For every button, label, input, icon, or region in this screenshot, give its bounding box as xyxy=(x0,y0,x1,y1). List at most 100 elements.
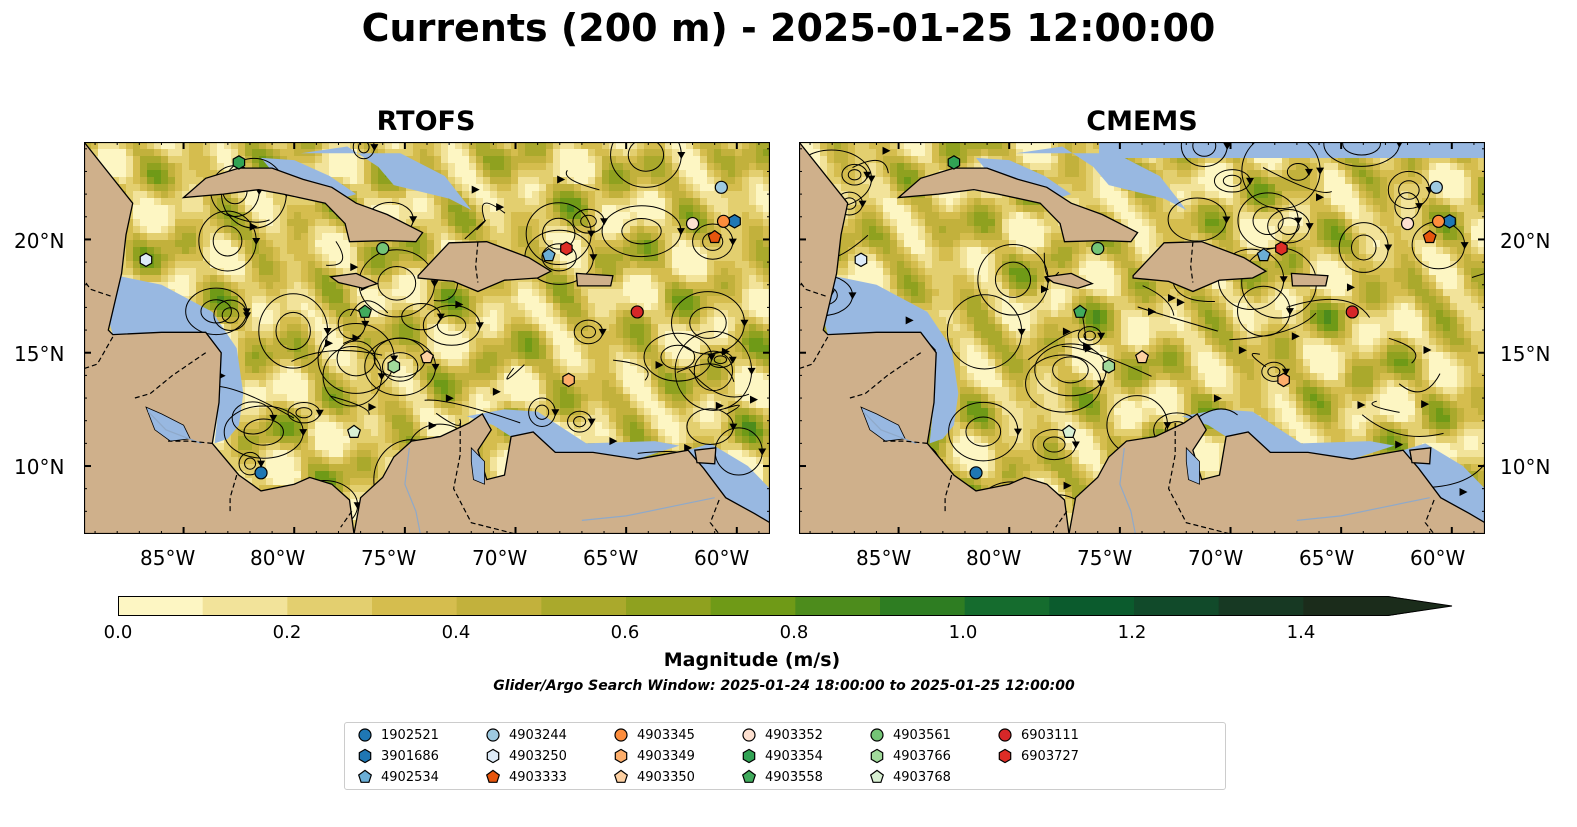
streamline-arrow xyxy=(1071,441,1080,449)
streamline xyxy=(435,412,462,426)
streamline xyxy=(1173,284,1215,303)
streamline-arrow xyxy=(1459,487,1468,496)
float-marker xyxy=(1429,180,1443,194)
streamline xyxy=(226,212,270,223)
lon-label: 65°W xyxy=(1299,546,1355,570)
legend-label: 4903354 xyxy=(765,748,823,764)
legend-marker-shape xyxy=(486,748,500,764)
legend-entry: 4903350 xyxy=(613,767,695,787)
streamline xyxy=(436,314,467,336)
streamline-arrow xyxy=(1346,283,1355,292)
legend-marker xyxy=(357,769,373,783)
streamline xyxy=(221,307,240,324)
streamline-arrow xyxy=(1213,394,1222,403)
streamline xyxy=(580,214,597,228)
streamline xyxy=(1137,306,1218,332)
land xyxy=(84,142,770,534)
streamline-arrow xyxy=(1291,332,1300,341)
streamline xyxy=(1388,337,1417,364)
streamline-arrow xyxy=(1163,422,1172,430)
float-marker xyxy=(685,216,700,231)
streamline-arrow xyxy=(1167,294,1176,303)
shallow-shelf xyxy=(821,273,959,444)
river xyxy=(1119,447,1136,534)
colorbar-tick-label: 1.0 xyxy=(948,622,978,643)
legend-label: 4903561 xyxy=(893,727,951,743)
map-panel-rtofs[interactable] xyxy=(84,142,770,534)
land-mexico xyxy=(799,142,1070,534)
shallow-shelf xyxy=(466,409,680,460)
streamline-arrow xyxy=(609,437,618,446)
colorbar-outline xyxy=(118,596,1453,616)
legend-label: 3901686 xyxy=(381,748,439,764)
streamline-arrow xyxy=(858,200,867,208)
streamline-arrow xyxy=(750,395,759,404)
float-marker xyxy=(854,252,868,268)
colorbar-tick-label: 0.6 xyxy=(610,622,640,643)
legend-entry: 1902521 xyxy=(357,725,439,745)
streamline-arrow xyxy=(1148,307,1157,316)
streamline xyxy=(1398,180,1420,200)
streamline xyxy=(330,395,370,415)
float-marker xyxy=(541,247,556,262)
streamline-arrow xyxy=(496,203,505,212)
streamline-arrow xyxy=(352,334,361,343)
streamline-arrow xyxy=(436,313,445,321)
float-marker xyxy=(1091,241,1105,256)
streamline xyxy=(534,404,550,420)
streamline-arrow xyxy=(1062,327,1071,336)
streamline-arrow xyxy=(557,175,566,184)
streamline-arrow xyxy=(377,373,386,381)
river xyxy=(147,411,202,444)
lat-label: 20°N xyxy=(14,229,65,253)
streamline-arrow xyxy=(758,448,767,456)
legend-marker-shape xyxy=(358,728,372,742)
float-marker xyxy=(419,349,435,364)
streamline-arrow xyxy=(390,355,399,363)
float-marker xyxy=(947,155,961,170)
legend-label: 4903250 xyxy=(509,748,567,764)
streamline-arrow xyxy=(1176,298,1185,307)
legend-label: 4903349 xyxy=(637,748,695,764)
streamline-arrow xyxy=(655,361,664,370)
lon-label: 70°W xyxy=(472,546,528,570)
streamline xyxy=(1028,329,1080,361)
streamline xyxy=(1142,285,1175,316)
streamline xyxy=(1192,142,1217,157)
float-marker xyxy=(1277,372,1290,388)
legend-marker-shape xyxy=(357,769,373,783)
legend-entry: 3901686 xyxy=(357,746,439,766)
streamline xyxy=(627,142,665,172)
streamline xyxy=(541,217,576,250)
map-panel-cmems[interactable] xyxy=(799,142,1485,534)
legend-marker xyxy=(741,769,757,783)
colorbar xyxy=(118,596,1453,616)
streamline xyxy=(295,407,313,419)
figure-title: Currents (200 m) - 2025-01-25 12:00:00 xyxy=(361,6,1216,50)
streamline xyxy=(621,217,662,245)
streamline-arrow xyxy=(428,421,437,430)
legend-marker xyxy=(486,748,500,764)
streamline-arrow xyxy=(1279,276,1288,284)
legend-label: 4903350 xyxy=(637,769,695,785)
legend-marker-shape xyxy=(869,769,885,783)
legend-marker-shape xyxy=(741,769,757,783)
colorbar-segment xyxy=(1218,596,1304,616)
colorbar-extend-arrow xyxy=(1388,596,1452,616)
float-marker xyxy=(560,241,573,256)
shallow-shelf xyxy=(106,273,244,444)
streamline-arrow xyxy=(1097,332,1106,340)
country-border xyxy=(340,510,353,528)
streamline-arrow xyxy=(551,409,560,417)
streamline xyxy=(336,340,376,377)
legend-marker xyxy=(869,769,885,783)
streamline-arrow xyxy=(1423,345,1432,354)
country-border xyxy=(1055,510,1068,528)
lon-label: 60°W xyxy=(1410,546,1466,570)
legend-marker xyxy=(742,728,756,742)
country-border xyxy=(849,352,922,399)
streamline xyxy=(291,349,383,362)
land-southAmerica xyxy=(1068,412,1485,534)
shallow-shelf xyxy=(1099,142,1485,158)
streamline-arrow xyxy=(1357,401,1366,410)
